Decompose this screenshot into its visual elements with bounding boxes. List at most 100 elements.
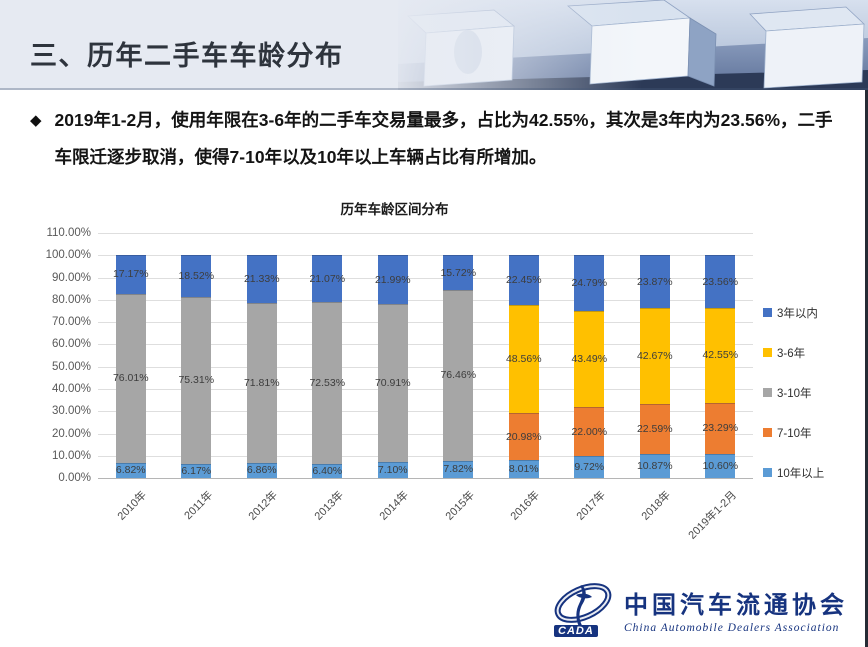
bar-segment-3年以内: 22.45%	[506, 255, 542, 306]
data-label: 10.60%	[702, 460, 739, 473]
legend-swatch-icon	[763, 428, 772, 437]
data-label: 22.00%	[571, 425, 608, 438]
logo-name-cn: 中国汽车流通协会	[624, 591, 848, 619]
bar-2011年: 6.17% 75.31% 18.52%	[164, 233, 230, 478]
bar-segment-3-6年: 43.49%	[571, 310, 608, 408]
gridline	[98, 455, 753, 457]
logo-acronym: CADA	[554, 625, 598, 637]
bar-segment-3-6年: 42.67%	[636, 308, 673, 404]
bar-segment-3-10年: 72.53%	[309, 302, 345, 464]
bar-segment-10年以上: 10.60%	[702, 454, 739, 478]
x-slot: 2013年	[295, 478, 361, 542]
bar-2017年: 9.72% 22.00% 43.49% 24.79%	[557, 233, 623, 478]
stacked-bar: 7.82% 76.46% 15.72%	[440, 255, 477, 478]
legend-label: 3-6年	[777, 347, 806, 360]
slide-header: 三、历年二手车车龄分布	[0, 0, 868, 90]
stacked-bar: 6.82% 76.01% 17.17%	[112, 255, 149, 478]
bar-segment-10年以上: 10.87%	[637, 453, 673, 478]
bar-segment-3-10年: 76.46%	[440, 290, 477, 461]
x-tick-label: 2010年	[115, 489, 150, 523]
x-tick-label: 2019年1-2月	[686, 489, 739, 542]
y-tick-label: 100.00%	[45, 249, 91, 262]
plot-area: 6.82% 76.01% 17.17% 6.17% 75.31% 18.52% 6.86% 7…	[98, 233, 753, 479]
gridline	[98, 255, 753, 257]
bar-segment-10年以上: 9.72%	[574, 456, 605, 478]
legend-label: 10年以上	[777, 467, 825, 480]
x-tick-label: 2014年	[377, 489, 412, 523]
y-axis: 110.00% 100.00% 90.00% 80.00% 70.00% 60.00% 50…	[36, 227, 98, 484]
header-fade-overlay	[0, 0, 868, 90]
y-tick-label: 20.00%	[51, 427, 91, 440]
summary-bullet: ◆ 2019年1-2月，使用年限在3-6年的二手车交易量最多，占比为42.55%…	[30, 102, 838, 176]
data-label: 76.46%	[440, 369, 477, 382]
legend-swatch-icon	[763, 308, 772, 317]
data-label: 17.17%	[112, 268, 149, 281]
x-tick-label: 2015年	[443, 489, 477, 523]
bar-segment-7-10年: 20.98%	[505, 413, 542, 461]
bar-segment-3-10年: 75.31%	[178, 296, 215, 465]
data-label: 6.17%	[181, 465, 212, 478]
data-label: 75.31%	[178, 374, 215, 387]
bar-segment-10年以上: 6.82%	[115, 462, 146, 478]
legend-item-3年以内: 3年以内	[763, 305, 862, 321]
stacked-bar: 8.01% 20.98% 48.56% 22.45%	[505, 255, 542, 478]
legend-swatch-icon	[763, 348, 772, 357]
page-title: 三、历年二手车车龄分布	[30, 41, 344, 71]
bar-segment-3-10年: 70.91%	[375, 304, 411, 463]
x-slot: 2019年1-2月	[686, 478, 754, 542]
right-edge-border	[865, 90, 868, 647]
gridline	[98, 433, 753, 435]
bar-segment-3年以内: 21.33%	[244, 255, 280, 303]
diamond-bullet-icon: ◆	[30, 112, 42, 129]
gridline	[98, 277, 753, 279]
chart-legend: 3年以内 3-6年 3-10年 7-10年 10年以上	[753, 243, 862, 542]
y-tick-label: 110.00%	[46, 227, 91, 239]
data-label: 24.79%	[571, 276, 608, 289]
cada-logo-icon: CADA	[552, 581, 614, 637]
x-slot: 2018年	[622, 478, 688, 542]
x-axis: 2010年 2011年 2012年 2013年 2014年 2015年 2016年 2017年…	[98, 478, 753, 542]
data-label: 20.98%	[505, 430, 542, 443]
bar-segment-10年以上: 8.01%	[508, 460, 539, 478]
data-label: 23.29%	[702, 422, 739, 435]
bar-segment-10年以上: 6.17%	[181, 464, 212, 478]
data-label: 71.81%	[243, 376, 280, 389]
data-label: 7.82%	[443, 463, 474, 476]
gridline	[98, 411, 753, 413]
data-label: 48.56%	[505, 353, 542, 366]
gridline	[98, 233, 753, 234]
age-distribution-chart: 历年车龄区间分布 110.00% 100.00% 90.00% 80.00% 70.00…	[36, 198, 862, 542]
data-label: 8.01%	[508, 463, 539, 476]
summary-text: 2019年1-2月，使用年限在3-6年的二手车交易量最多，占比为42.55%，其…	[54, 110, 833, 167]
legend-item-3-6年: 3-6年	[763, 345, 862, 361]
logo-names: 中国汽车流通协会 China Automobile Dealers Associ…	[624, 585, 848, 634]
data-label: 43.49%	[571, 352, 608, 365]
data-label: 42.67%	[636, 349, 673, 362]
gridline	[98, 344, 753, 346]
legend-label: 3年以内	[777, 307, 818, 320]
y-tick-label: 60.00%	[51, 338, 91, 351]
y-tick-label: 30.00%	[51, 405, 91, 418]
bar-segment-3-10年: 71.81%	[243, 302, 280, 463]
chart-title: 历年车龄区间分布	[340, 202, 449, 217]
x-tick-label: 2012年	[246, 489, 281, 523]
data-label: 23.87%	[636, 275, 673, 288]
bar-segment-3年以内: 21.99%	[375, 255, 411, 305]
x-slot: 2017年	[557, 478, 623, 542]
bar-2018年: 10.87% 22.59% 42.67% 23.87%	[622, 233, 688, 478]
gridline	[98, 299, 753, 301]
cada-logo: CADA 中国汽车流通协会 China Automobile Dealers A…	[552, 581, 848, 637]
bar-2010年: 6.82% 76.01% 17.17%	[98, 233, 164, 478]
bar-2016年: 8.01% 20.98% 48.56% 22.45%	[491, 233, 557, 478]
legend-label: 3-10年	[777, 387, 812, 400]
data-label: 9.72%	[574, 461, 605, 474]
y-tick-label: 70.00%	[51, 316, 91, 329]
gridline	[98, 366, 753, 368]
bar-segment-3年以内: 21.07%	[309, 255, 345, 303]
x-tick-label: 2013年	[312, 489, 346, 523]
bars-container: 6.82% 76.01% 17.17% 6.17% 75.31% 18.52% 6.86% 7…	[98, 233, 753, 478]
bar-2013年: 6.40% 72.53% 21.07%	[295, 233, 361, 478]
y-tick-label: 40.00%	[51, 382, 91, 395]
bar-segment-10年以上: 7.10%	[377, 462, 408, 478]
